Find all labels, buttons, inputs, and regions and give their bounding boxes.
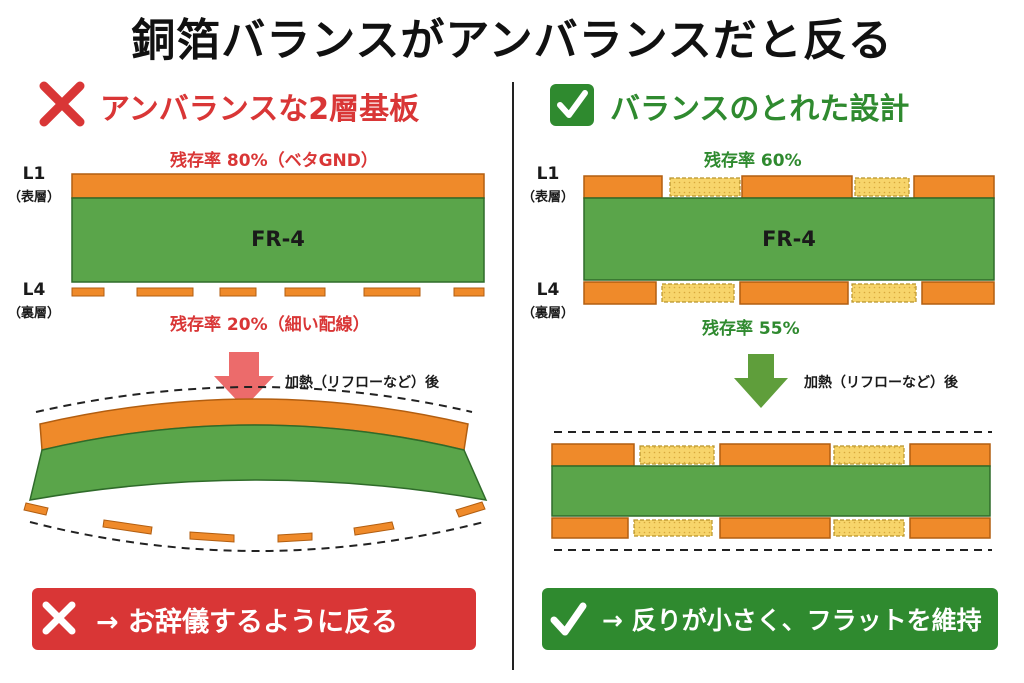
- flat-copper-bottom: [551, 517, 991, 539]
- copper-trace: [353, 521, 395, 536]
- fr4-core: [71, 197, 485, 283]
- left-layer-top-sub: （表層）: [7, 190, 60, 205]
- right-result-badge: → 反りが小さく、フラットを維持: [542, 588, 998, 650]
- copper-layer-bottom: [583, 281, 995, 305]
- right-result-text: → 反りが小さく、フラットを維持: [602, 606, 982, 635]
- copper-trace: [71, 287, 105, 297]
- right-layer-bottom-sub: （裏層）: [521, 306, 574, 321]
- copper-trace: [284, 287, 326, 297]
- copper-trace: [363, 287, 421, 297]
- copper-trace: [189, 531, 235, 543]
- fill-pattern: [639, 445, 715, 465]
- right-heading: バランスのとれた設計: [610, 92, 910, 127]
- left-result-badge: → お辞儀するように反る: [32, 588, 476, 650]
- copper-segment: [719, 517, 831, 539]
- copper-segment: [719, 443, 831, 467]
- copper-trace: [455, 501, 486, 518]
- copper-segment: [551, 517, 629, 539]
- left-diagram: [23, 81, 488, 552]
- cross-icon: [42, 601, 76, 635]
- left-top-ratio: 残存率 80%（ベタGND）: [170, 151, 378, 171]
- copper-segment: [741, 175, 853, 199]
- fill-pattern: [669, 177, 741, 197]
- fill-pattern: [833, 519, 905, 537]
- fill-pattern: [854, 177, 910, 197]
- check-icon: [550, 84, 594, 126]
- cross-icon: [39, 81, 85, 127]
- fr4-core: [583, 197, 995, 281]
- page-title: 銅箔バランスがアンバランスだと反る: [131, 15, 893, 66]
- copper-segment: [913, 175, 995, 199]
- left-heading: アンバランスな2層基板: [100, 92, 420, 127]
- right-panel: バランスのとれた設計 残存率 60% L1 （表層） FR-4 L4 （裏層） …: [512, 0, 1024, 683]
- right-layer-bottom-label: L4: [536, 280, 560, 300]
- warp-guide-top: [35, 386, 473, 413]
- copper-traces-bottom: [71, 287, 485, 297]
- right-core-label: FR-4: [762, 227, 816, 251]
- fill-pattern: [833, 445, 905, 465]
- left-layer-bottom-label: L4: [22, 280, 46, 300]
- copper-segment: [909, 443, 991, 467]
- left-layer-bottom-sub: （裏層）: [7, 306, 60, 321]
- right-heat-note: 加熱（リフローなど）後: [804, 375, 958, 391]
- copper-segment: [921, 281, 995, 305]
- flat-copper-top: [551, 443, 991, 467]
- left-core-label: FR-4: [251, 227, 305, 251]
- warp-guide-bottom: [29, 521, 485, 552]
- left-heat-note: 加熱（リフローなど）後: [285, 375, 439, 391]
- right-layer-top-sub: （表層）: [521, 190, 574, 205]
- warped-fr4-core: [29, 424, 488, 501]
- copper-trace: [136, 287, 194, 297]
- check-icon: [550, 602, 587, 636]
- down-arrow-icon: [214, 352, 274, 408]
- copper-trace: [277, 532, 313, 543]
- copper-trace: [102, 519, 153, 535]
- panel-divider: [512, 82, 514, 670]
- copper-trace: [453, 287, 485, 297]
- left-result-text: → お辞儀するように反る: [96, 606, 399, 638]
- copper-segment: [583, 281, 657, 305]
- copper-layer-top: [71, 173, 485, 199]
- copper-trace: [219, 287, 257, 297]
- flat-fr4-core: [551, 465, 991, 517]
- copper-segment: [739, 281, 849, 305]
- left-layer-top-label: L1: [22, 164, 46, 184]
- fill-pattern: [633, 519, 713, 537]
- warped-copper-traces: [23, 501, 486, 543]
- copper-trace: [23, 502, 49, 516]
- copper-segment: [551, 443, 635, 467]
- left-bottom-ratio: 残存率 20%（細い配線）: [170, 315, 370, 335]
- left-panel: アンバランスな2層基板 残存率 80%（ベタGND） L1 （表層） FR-4 …: [7, 81, 488, 650]
- fill-pattern: [851, 283, 917, 303]
- copper-segment: [909, 517, 991, 539]
- right-diagram: [550, 84, 995, 551]
- fill-pattern: [661, 283, 735, 303]
- down-arrow-icon: [734, 354, 788, 408]
- right-layer-top-label: L1: [536, 164, 560, 184]
- right-top-ratio: 残存率 60%: [704, 151, 802, 171]
- copper-layer-top: [583, 175, 995, 199]
- copper-segment: [583, 175, 663, 199]
- right-bottom-ratio: 残存率 55%: [702, 319, 800, 339]
